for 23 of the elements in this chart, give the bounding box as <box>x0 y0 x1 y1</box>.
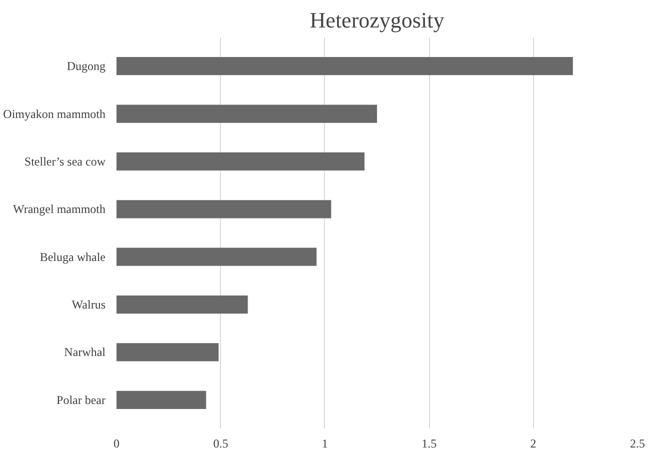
y-tick-label: Beluga whale <box>40 250 106 264</box>
bar <box>116 343 219 362</box>
x-tick-label: 1.5 <box>422 436 437 450</box>
bar <box>116 248 317 266</box>
y-tick-label: Dugong <box>66 59 106 74</box>
y-tick-label: Narwhal <box>64 345 106 360</box>
y-tick-label: Wrangel mammoth <box>13 202 106 216</box>
chart-title: Heterozygosity <box>310 8 444 32</box>
bar <box>116 200 332 218</box>
x-tick-label: 1 <box>322 436 328 450</box>
bar <box>116 295 248 314</box>
x-tick-label: 2.5 <box>630 436 645 450</box>
y-tick-label: Polar bear <box>56 392 106 407</box>
bar <box>116 390 206 409</box>
y-tick-label: Oimyakon mammoth <box>3 106 106 121</box>
bar <box>116 152 364 171</box>
x-tick-label: 0 <box>114 436 120 450</box>
bar <box>116 57 573 76</box>
x-tick-label: 2 <box>530 436 536 450</box>
x-tick-label: 0.5 <box>213 436 228 450</box>
bar <box>116 104 377 123</box>
y-tick-label: Steller’s sea cow <box>24 154 106 168</box>
y-tick-label: Walrus <box>72 298 106 312</box>
